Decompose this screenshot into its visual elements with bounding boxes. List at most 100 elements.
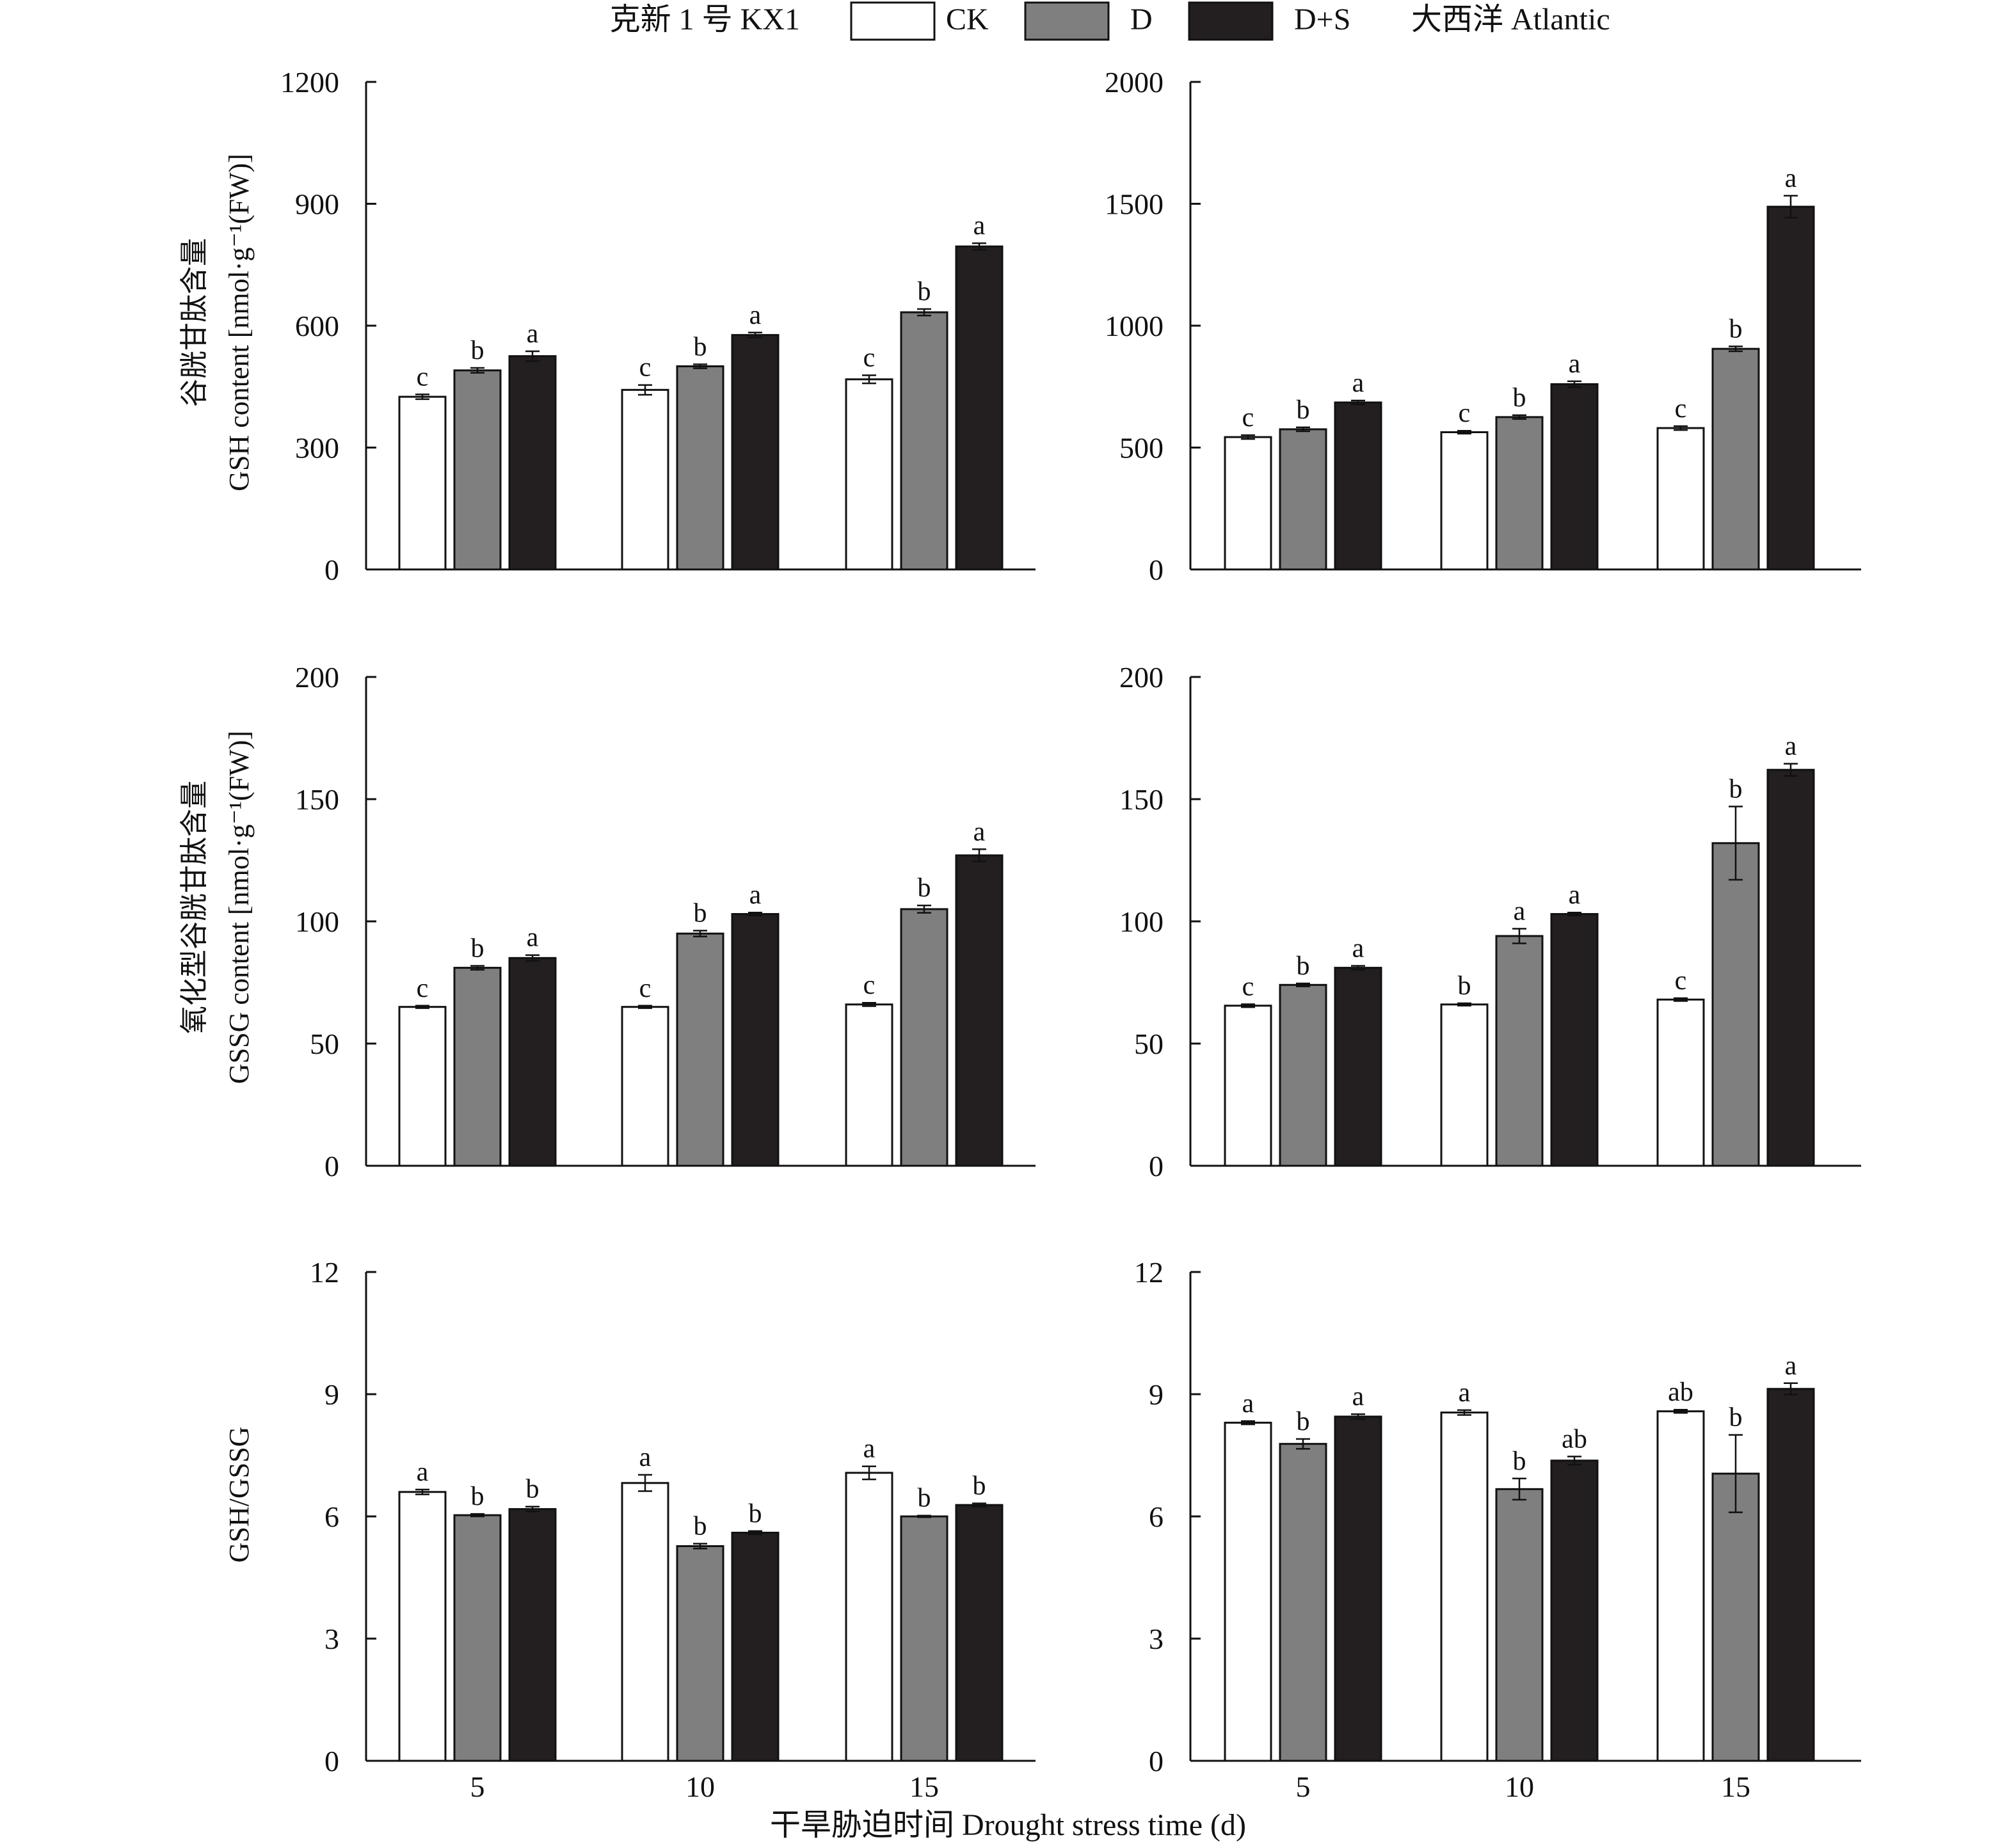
y-tick-label: 3 (1149, 1623, 1164, 1655)
bar-D+S-10 (1550, 383, 1599, 571)
y-tick-label: 1500 (1105, 188, 1164, 221)
y-tick-label: 0 (324, 553, 339, 586)
significance-letter: ab (1562, 1424, 1587, 1454)
bar-CK-10 (621, 1006, 669, 1167)
significance-letter: a (749, 301, 762, 330)
bar-CK-5 (398, 395, 447, 571)
x-tick-label: 10 (1505, 1770, 1534, 1803)
bar-D+S-15 (1766, 1388, 1815, 1762)
bar-D-5 (1279, 1443, 1327, 1762)
significance-letter: a (973, 211, 986, 241)
bar-D+S-10 (731, 1531, 780, 1762)
y-tick-label: 200 (295, 661, 339, 694)
significance-letter: a (1785, 164, 1797, 193)
bar-D+S-5 (508, 355, 557, 571)
significance-letter: c (1242, 972, 1254, 1001)
bar-D-15 (1711, 347, 1760, 571)
significance-letter: b (918, 277, 931, 306)
bar-D-10 (1495, 935, 1544, 1167)
significance-letter: a (1352, 369, 1364, 398)
significance-letter: c (863, 971, 876, 1000)
bar-D+S-15 (955, 854, 1004, 1167)
y-tick-label: 12 (1134, 1256, 1164, 1289)
significance-letter: b (1729, 1403, 1743, 1433)
x-axis-title: 干旱胁迫时间 Drought stress time (d) (770, 1808, 1246, 1842)
ylabel-ratio: GSH/GSSG (223, 1427, 255, 1563)
y-tick-label: 100 (295, 905, 339, 938)
significance-letter: a (1352, 1382, 1364, 1411)
y-tick-label: 0 (1149, 1745, 1164, 1777)
significance-letter: b (1729, 314, 1743, 344)
significance-letter: a (639, 1443, 652, 1472)
legend-swatch-d (1024, 1, 1110, 41)
significance-letter: c (1675, 966, 1687, 996)
bar-D-15 (900, 311, 948, 571)
row-ylabel-ratio: GSH/GSSG (223, 1427, 255, 1563)
x-tick-label: 10 (685, 1770, 715, 1803)
bar-CK-10 (1440, 1411, 1489, 1762)
significance-letter: b (471, 336, 484, 365)
significance-letter: c (417, 974, 429, 1003)
panel-5: 0 3 6 9 12 a a a b b b b b b 5 10 15 (310, 1256, 1036, 1803)
ylabel-gssg-cn: 氧化型谷胱甘肽含量 (179, 781, 210, 1034)
y-tick-label: 0 (324, 1745, 339, 1777)
y-tick-label: 150 (1119, 783, 1164, 816)
y-tick-label: 0 (1149, 1150, 1164, 1182)
legend: 克新 1 号 KX1 CK D D+S 大西洋 Atlantic (610, 1, 1610, 41)
panel-1: 0 300 600 900 1200 c c c b b b a a a (280, 66, 1036, 586)
bar-D+S-10 (1550, 913, 1599, 1167)
y-tick-label: 500 (1119, 432, 1164, 465)
significance-letter: a (1785, 732, 1797, 761)
bar-D-15 (1711, 1472, 1760, 1762)
significance-letter: a (1514, 896, 1526, 926)
y-tick-label: 6 (324, 1500, 339, 1533)
significance-letter: a (1785, 1351, 1797, 1381)
y-tick-label: 9 (324, 1378, 339, 1411)
bar-D-10 (676, 932, 724, 1167)
bar-CK-15 (845, 1472, 893, 1762)
bar-D+S-15 (1766, 205, 1815, 571)
y-tick-label: 300 (295, 432, 339, 465)
bar-CK-10 (621, 388, 669, 571)
legend-label-d: D (1130, 3, 1153, 36)
significance-letter: a (417, 1458, 429, 1487)
legend-swatch-ck (850, 1, 936, 41)
y-tick-label: 12 (310, 1256, 339, 1289)
ylabel-gssg-en: GSSG content [nmol·g⁻¹(FW)] (223, 731, 255, 1084)
significance-letter: b (973, 1472, 986, 1501)
bar-CK-15 (1656, 1410, 1705, 1762)
panel-4: 0 50 100 150 200 c b c b a b a a a (1119, 661, 1861, 1182)
bar-CK-10 (1440, 431, 1489, 571)
significance-letter: b (471, 934, 484, 964)
bar-D+S-5 (508, 1508, 557, 1762)
ylabel-gsh-en: GSH content [nmol·g⁻¹(FW)] (223, 154, 255, 491)
bar-D-10 (676, 365, 724, 571)
significance-letter: b (1513, 383, 1526, 413)
bar-D+S-5 (1334, 967, 1382, 1167)
y-tick-label: 900 (295, 188, 339, 221)
bar-D-5 (453, 1514, 502, 1762)
bar-D+S-5 (508, 957, 557, 1167)
significance-letter: b (1297, 1407, 1310, 1436)
panel-2: 0 500 1000 1500 2000 c c c b b b a a a (1105, 66, 1861, 586)
legend-swatch-ds (1188, 1, 1274, 41)
bar-D+S-10 (731, 334, 780, 571)
significance-letter: a (527, 923, 539, 953)
ylabel-gsh-cn: 谷胱甘肽含量 (179, 238, 210, 407)
bar-D+S-10 (731, 913, 780, 1167)
bar-CK-15 (1656, 998, 1705, 1167)
significance-letter: b (1458, 971, 1471, 1001)
significance-letter: c (417, 362, 429, 392)
x-tick-label: 5 (1296, 1770, 1311, 1803)
bar-D+S-5 (1334, 1415, 1382, 1762)
bar-CK-10 (1440, 1003, 1489, 1167)
y-tick-label: 0 (1149, 553, 1164, 586)
significance-letter: b (694, 1512, 707, 1541)
bar-D+S-10 (1550, 1459, 1599, 1762)
significance-letter: a (1569, 349, 1581, 379)
bar-CK-5 (398, 1491, 447, 1762)
y-tick-label: 0 (324, 1150, 339, 1182)
significance-letter: ab (1668, 1378, 1693, 1407)
significance-letter: b (694, 899, 707, 928)
